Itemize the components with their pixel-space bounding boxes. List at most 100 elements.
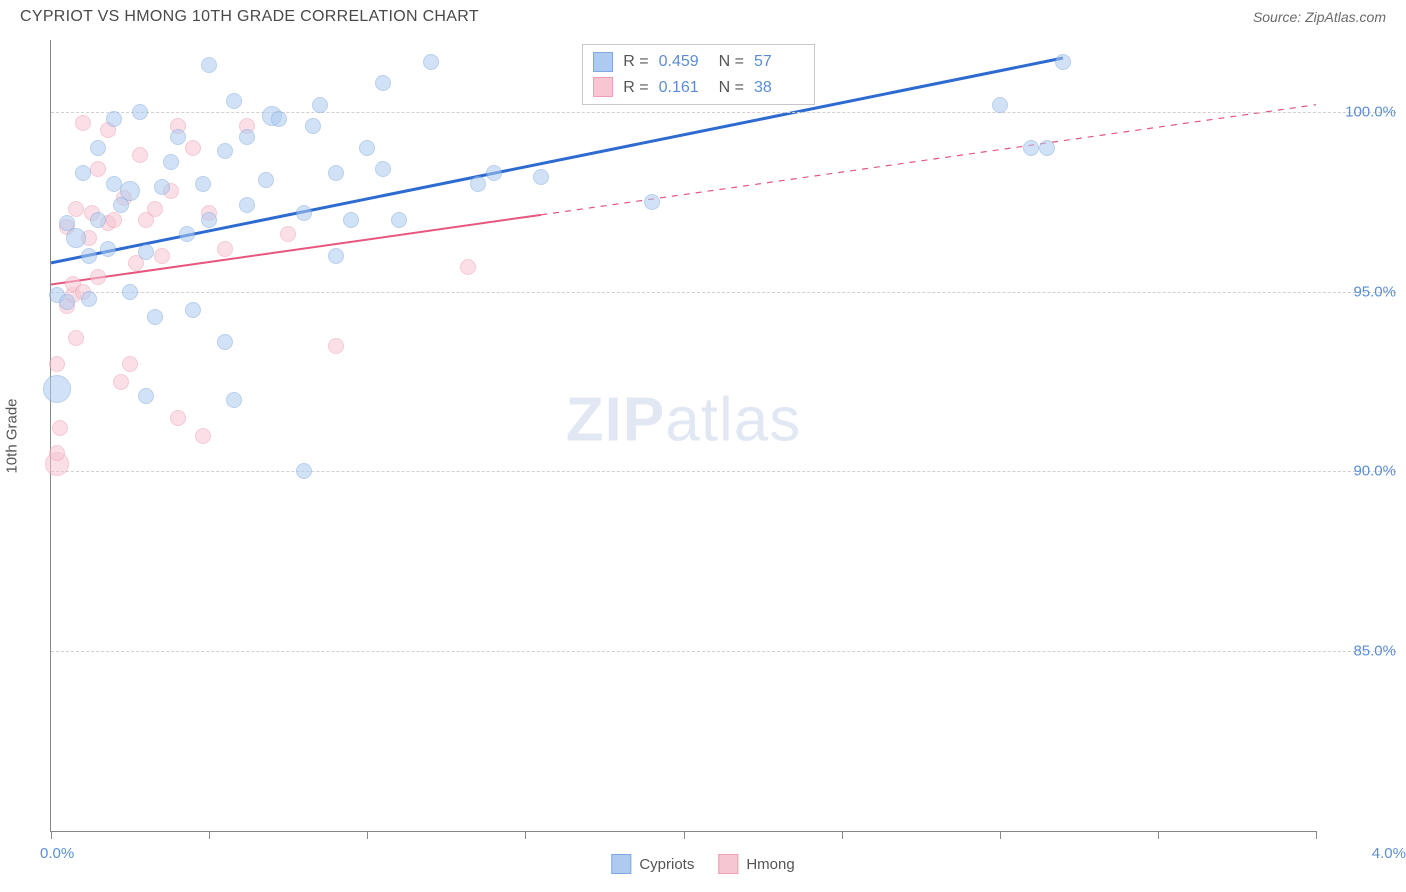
x-tick	[209, 831, 210, 839]
data-point	[217, 241, 233, 257]
data-point	[132, 104, 148, 120]
x-tick	[684, 831, 685, 839]
data-point	[226, 93, 242, 109]
data-point	[75, 165, 91, 181]
data-point	[170, 129, 186, 145]
watermark: ZIPatlas	[566, 384, 801, 455]
data-point	[122, 284, 138, 300]
n-value-b: 38	[754, 75, 804, 101]
data-point	[170, 410, 186, 426]
data-point	[154, 248, 170, 264]
data-point	[271, 111, 287, 127]
y-tick-label: 100.0%	[1326, 103, 1396, 120]
data-point	[1039, 140, 1055, 156]
data-point	[296, 205, 312, 221]
data-point	[75, 115, 91, 131]
data-point	[1055, 54, 1071, 70]
data-point	[460, 259, 476, 275]
legend-item-a: Cypriots	[611, 854, 694, 874]
data-point	[81, 291, 97, 307]
data-point	[296, 463, 312, 479]
data-point	[90, 212, 106, 228]
data-point	[201, 212, 217, 228]
swatch-a-icon	[611, 854, 631, 874]
data-point	[106, 212, 122, 228]
data-point	[59, 294, 75, 310]
data-point	[68, 201, 84, 217]
data-point	[154, 179, 170, 195]
data-point	[644, 194, 660, 210]
x-tick	[1158, 831, 1159, 839]
legend-row-b: R = 0.161 N = 38	[593, 75, 804, 101]
data-point	[343, 212, 359, 228]
y-tick-label: 85.0%	[1326, 643, 1396, 660]
data-point	[138, 244, 154, 260]
grid-line	[51, 471, 1396, 472]
swatch-b	[593, 77, 613, 97]
data-point	[391, 212, 407, 228]
chart-header: CYPRIOT VS HMONG 10TH GRADE CORRELATION …	[0, 0, 1406, 30]
data-point	[195, 176, 211, 192]
grid-line	[51, 292, 1396, 293]
data-point	[226, 392, 242, 408]
data-point	[90, 140, 106, 156]
y-tick-label: 95.0%	[1326, 283, 1396, 300]
data-point	[185, 302, 201, 318]
data-point	[280, 226, 296, 242]
data-point	[328, 338, 344, 354]
data-point	[375, 75, 391, 91]
data-point	[43, 375, 71, 403]
chart-title: CYPRIOT VS HMONG 10TH GRADE CORRELATION …	[20, 8, 479, 26]
series-legend: Cypriots Hmong	[611, 854, 794, 874]
n-value-a: 57	[754, 49, 804, 75]
data-point	[68, 330, 84, 346]
data-point	[132, 147, 148, 163]
r-value-b: 0.161	[659, 75, 709, 101]
data-point	[106, 111, 122, 127]
data-point	[66, 228, 86, 248]
x-tick	[842, 831, 843, 839]
data-point	[217, 334, 233, 350]
data-point	[120, 181, 140, 201]
x-axis-max-label: 4.0%	[1372, 845, 1406, 862]
x-tick	[367, 831, 368, 839]
x-tick	[51, 831, 52, 839]
chart-source: Source: ZipAtlas.com	[1253, 9, 1386, 25]
y-axis-title: 10th Grade	[4, 398, 21, 473]
data-point	[113, 374, 129, 390]
data-point	[52, 420, 68, 436]
data-point	[147, 201, 163, 217]
data-point	[185, 140, 201, 156]
data-point	[239, 197, 255, 213]
plot-area: ZIPatlas R = 0.459 N = 57 R = 0.161 N = …	[50, 40, 1316, 832]
x-tick	[1316, 831, 1317, 839]
data-point	[90, 161, 106, 177]
data-point	[305, 118, 321, 134]
swatch-a	[593, 52, 613, 72]
x-tick	[525, 831, 526, 839]
swatch-b-icon	[718, 854, 738, 874]
data-point	[258, 172, 274, 188]
data-point	[49, 445, 65, 461]
legend-row-a: R = 0.459 N = 57	[593, 49, 804, 75]
data-point	[90, 269, 106, 285]
x-axis-min-label: 0.0%	[40, 845, 74, 862]
data-point	[533, 169, 549, 185]
data-point	[49, 356, 65, 372]
data-point	[122, 356, 138, 372]
legend-item-b: Hmong	[718, 854, 794, 874]
data-point	[163, 154, 179, 170]
data-point	[81, 248, 97, 264]
data-point	[312, 97, 328, 113]
trend-lines	[51, 40, 1316, 831]
x-tick	[1000, 831, 1001, 839]
chart-container: ZIPatlas R = 0.459 N = 57 R = 0.161 N = …	[50, 40, 1316, 832]
r-value-a: 0.459	[659, 49, 709, 75]
data-point	[201, 57, 217, 73]
data-point	[328, 248, 344, 264]
data-point	[1023, 140, 1039, 156]
y-tick-label: 90.0%	[1326, 463, 1396, 480]
data-point	[375, 161, 391, 177]
correlation-legend: R = 0.459 N = 57 R = 0.161 N = 38	[582, 44, 815, 105]
data-point	[195, 428, 211, 444]
